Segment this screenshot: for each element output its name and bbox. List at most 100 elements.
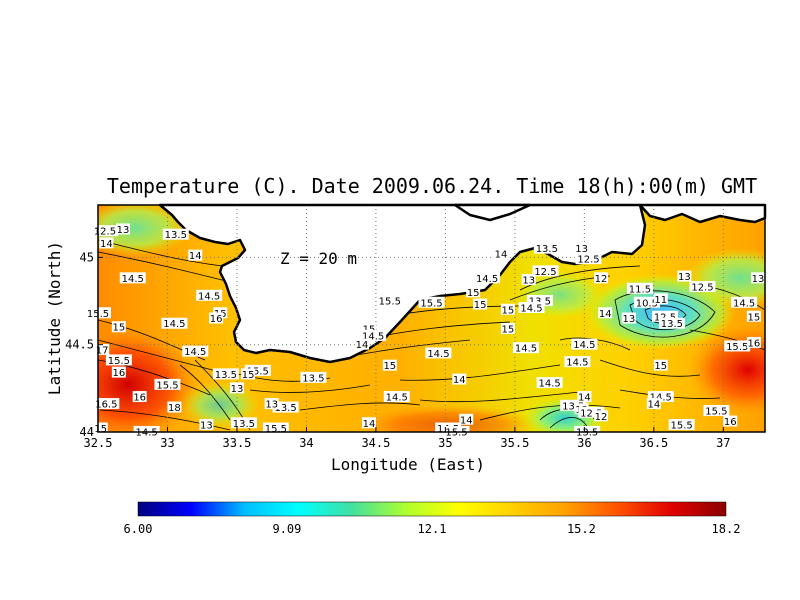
contour-label-text: 16.5 xyxy=(95,400,117,411)
contour-label-text: 17 xyxy=(96,345,109,356)
contour-label-text: 15.5 xyxy=(420,298,442,309)
contour-label-text: 10.5 xyxy=(636,298,658,309)
contour-label: 15 xyxy=(746,310,761,323)
contour-label-bg xyxy=(212,368,239,380)
contour-label-bg xyxy=(500,322,515,334)
x-tick-label: 37 xyxy=(716,436,730,450)
contour-label-bg xyxy=(621,312,636,324)
contour-label-text: 13.5 xyxy=(576,428,598,439)
contour-label-bg xyxy=(230,417,257,429)
contour-label: 16 xyxy=(209,312,224,325)
contour-label-bg xyxy=(518,302,545,314)
contour-label-bg xyxy=(188,249,203,261)
contour-label-bg xyxy=(653,293,668,305)
contour-label-bg xyxy=(500,303,515,315)
contour-label: 13.5 xyxy=(300,371,327,384)
contour-label-text: 12.5 xyxy=(580,408,602,419)
colorbar-tick-label: 9.09 xyxy=(272,522,301,536)
contour-label-bg xyxy=(425,347,452,359)
contour-label: 13.5 xyxy=(212,368,239,381)
contour-label-text: 15 xyxy=(502,324,515,335)
cool-region-northeast xyxy=(685,248,765,308)
contour-label-bg xyxy=(512,342,539,354)
contour-label-text: 13 xyxy=(575,244,588,255)
contour-label-bg xyxy=(182,345,209,357)
x-tick-label: 32.5 xyxy=(84,436,113,450)
x-tick-label: 33.5 xyxy=(223,436,252,450)
contour-label-bg xyxy=(646,398,661,410)
contour-label-bg xyxy=(361,322,376,334)
y-tick-label: 44.5 xyxy=(65,338,94,352)
contour-label: 14 xyxy=(598,307,613,320)
contour-label-text: 12.5 xyxy=(94,227,116,238)
contour-label-text: 14 xyxy=(453,375,466,386)
contour-label: 12.5 xyxy=(578,406,605,419)
contour-label: 14.5 xyxy=(512,342,539,355)
contour-label: 15 xyxy=(473,298,488,311)
colorbar-tick-label: 15.2 xyxy=(567,522,596,536)
contour-label-bg xyxy=(264,398,279,410)
contour-label: 14 xyxy=(646,398,661,411)
contour-label-text: 13.5 xyxy=(233,419,255,430)
contour-label-bg xyxy=(751,272,766,284)
contour-label-text: 14.5 xyxy=(427,349,449,360)
contour-label: 14 xyxy=(361,417,376,430)
contour-label-text: 14.5 xyxy=(538,379,560,390)
contour-label: 13 xyxy=(621,312,636,325)
contour-label-bg xyxy=(418,296,445,308)
contour-label-bg xyxy=(594,272,609,284)
contour-label-bg xyxy=(459,413,474,425)
contour-label-text: 15.5 xyxy=(705,407,727,418)
contour-label-bg xyxy=(560,399,587,411)
contour-label-bg xyxy=(533,242,560,254)
contour-label-text: 15.5 xyxy=(108,356,130,367)
contour-label: 14.5 xyxy=(196,289,223,302)
x-tick-label: 34 xyxy=(299,436,313,450)
contour-label-bg xyxy=(532,265,559,277)
contour-label: 15 xyxy=(500,322,515,335)
contour-label-text: 13.5 xyxy=(562,401,584,412)
contour-label-bg xyxy=(95,343,110,355)
contour-label-bg xyxy=(689,281,716,293)
contour-label-bg xyxy=(244,364,271,376)
contour-label-text: 13.5 xyxy=(661,319,683,330)
contour-label-text: 15 xyxy=(474,300,487,311)
contour-label-text: 14.5 xyxy=(163,319,185,330)
contour-label-bg xyxy=(119,272,146,284)
contour-label: 11.5 xyxy=(626,282,653,295)
contour-label-bg xyxy=(493,247,508,259)
warm-region-south-center xyxy=(360,405,540,432)
contour-label: 13 xyxy=(264,398,279,411)
contour-label-bg xyxy=(724,340,751,352)
contour-label: 15.5 xyxy=(724,340,751,353)
contour-label: 14.5 xyxy=(360,329,387,342)
contour-label-text: 15.5 xyxy=(265,424,287,435)
contour-label: 14 xyxy=(355,338,370,351)
contour-label-bg xyxy=(300,371,327,383)
contour-label-text: 14.5 xyxy=(733,298,755,309)
contour-label-text: 15.5 xyxy=(247,366,269,377)
contour-label-text: 14 xyxy=(356,340,369,351)
contour-label-text: 15 xyxy=(94,424,107,435)
contour-label-text: 14 xyxy=(189,251,202,262)
contour-label-text: 14.5 xyxy=(476,274,498,285)
contour-label-text: 15 xyxy=(383,361,396,372)
contour-label-text: 13 xyxy=(522,276,535,287)
contour-label-text: 11 xyxy=(654,295,667,306)
contour-label-text: 14 xyxy=(495,249,508,260)
contour-label: 12.5 xyxy=(689,281,716,294)
taman-peninsula xyxy=(638,203,767,224)
contour-label-text: 14.5 xyxy=(122,274,144,285)
contour-label: 15 xyxy=(653,359,668,372)
contour-label-bg xyxy=(746,310,761,322)
contour-label: 14 xyxy=(493,247,508,260)
contour-label-bg xyxy=(474,272,501,284)
contour-label-text: 14 xyxy=(460,415,473,426)
contour-label-text: 12 xyxy=(595,412,608,423)
contour-label: 15.5 xyxy=(244,364,271,377)
contour-label-bg xyxy=(574,242,589,254)
contour-label-bg xyxy=(111,321,126,333)
contour-label: 14 xyxy=(99,237,114,250)
contour-label-text: 14.5 xyxy=(136,428,158,439)
contour-label: 15 xyxy=(500,303,515,316)
